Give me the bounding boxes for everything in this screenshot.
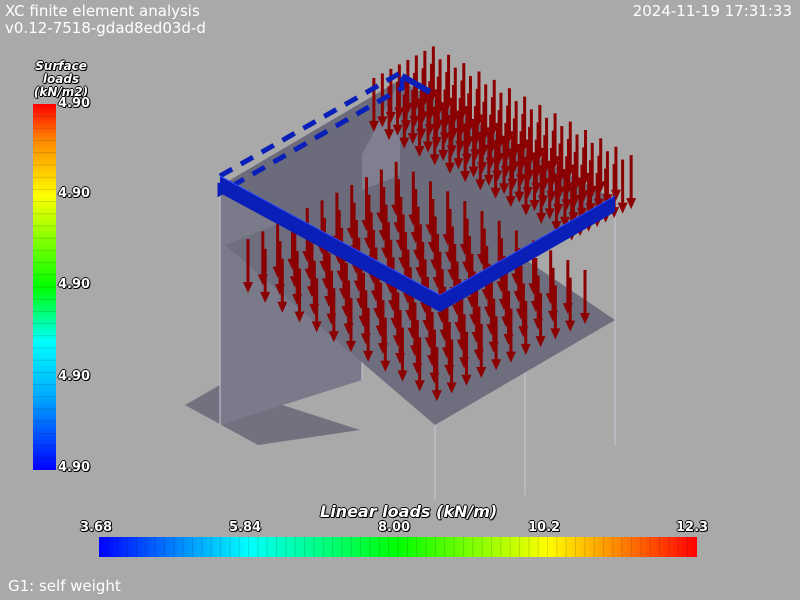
load-arrow [521,161,531,216]
load-arrow [277,258,288,313]
load-arrow [380,317,391,372]
load-arrow [483,131,494,186]
surface-load-arrows-upper [368,46,637,241]
linear-tick-1: 5.84 [229,520,262,535]
load-arrow [423,98,433,153]
load-arrow [453,115,464,170]
load-arrow [491,316,502,371]
load-arrow [397,327,408,382]
load-case-label: G1: self weight [8,577,121,595]
load-arrow [565,277,576,332]
linear-colorbar-bands [107,537,689,557]
load-arrow [260,248,271,303]
load-arrow [429,111,440,166]
load-arrow [294,268,305,323]
load-arrow [384,86,395,141]
load-arrow [407,90,418,145]
load-arrow [446,339,457,394]
load-arrow [431,347,442,402]
surface-legend-title-2: loads [42,72,80,86]
load-arrow [345,298,356,353]
linear-tick-4: 12.3 [676,520,709,535]
load-arrow [505,308,516,363]
load-arrow [242,239,253,294]
surface-tick-2: 4.90 [58,277,91,292]
surface-tick-1: 4.90 [58,186,91,201]
load-arrow [602,151,613,206]
load-arrow [414,103,425,157]
load-arrow [551,178,562,233]
surface-colorbar-bands [33,115,56,459]
load-arrow [328,288,339,343]
linear-load-bands [217,67,616,312]
load-arrow [617,159,628,214]
load-arrow [476,324,487,379]
timestamp: 2024-11-19 17:31:33 [632,2,792,20]
surface-colorbar [33,104,56,470]
load-arrow [311,278,322,333]
load-arrow [499,140,510,195]
load-arrow [520,300,531,355]
load-arrow [490,144,501,199]
load-arrow [626,155,637,210]
load-arrow [610,146,621,201]
load-arrow [535,293,546,348]
surface-legend-title-1: Surface [35,59,87,73]
load-arrow [514,148,525,203]
load-arrow [475,136,486,191]
load-arrow [468,123,479,178]
linear-tick-3: 10.2 [528,520,561,535]
load-arrow [529,157,540,211]
surface-tick-4: 4.90 [58,460,91,475]
app-title: XC finite element analysis [5,2,200,20]
linear-tick-0: 3.68 [80,520,113,535]
load-arrow [438,106,449,161]
load-arrow [399,94,410,149]
load-arrow [461,331,472,386]
load-arrow [363,307,374,362]
linear-tick-2: 8.00 [378,520,411,535]
load-arrow [536,169,547,224]
surface-tick-3: 4.90 [58,369,91,384]
load-arrow [392,81,403,136]
load-arrow [377,73,388,128]
linear-legend-title: Linear loads (kN/m) [320,502,498,521]
load-arrow [544,165,555,220]
load-arrow [505,153,516,208]
version-label: v0.12-7518-gdad8ed03d-d [5,19,206,37]
load-arrow [580,269,591,324]
load-arrow [460,128,471,183]
load-arrow [550,285,561,340]
surface-tick-0: 4.90 [58,96,91,111]
linear-colorbar [99,537,697,557]
load-arrow [444,119,455,174]
load-arrow [414,337,425,392]
load-arrow [559,173,570,228]
surface-legend-title-3: (kN/m2) [33,85,89,99]
